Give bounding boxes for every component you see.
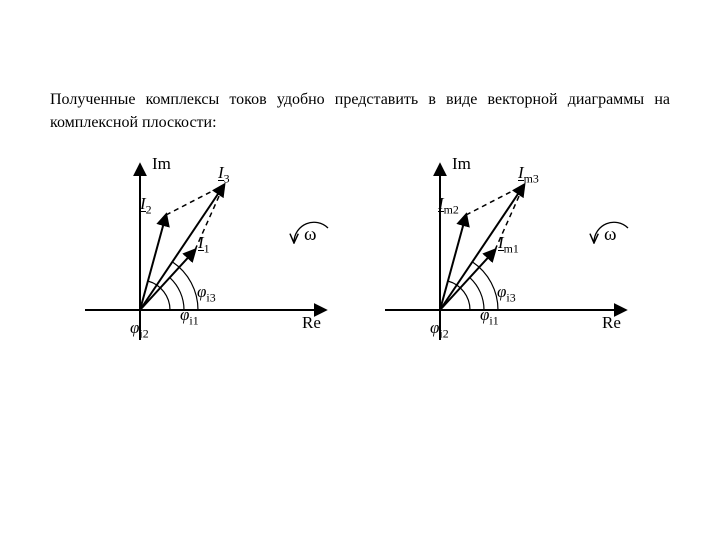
label-omega: ω xyxy=(604,224,617,246)
diagram-container: Im Re I1 I2 I3 φi1 φi2 φi3 ω xyxy=(80,150,680,370)
dashed-edge-b xyxy=(166,185,224,215)
label-im2: Im2 xyxy=(438,194,459,217)
label-i3: I3 xyxy=(218,163,230,186)
label-axis-re: Re xyxy=(602,313,621,333)
phasor-diagram-right: Im Re Im1 Im2 Im3 φi1 φi2 φi3 ω xyxy=(380,150,680,370)
label-omega: ω xyxy=(304,224,317,246)
label-phi-i3: φi3 xyxy=(197,282,216,305)
label-phi-i1: φi1 xyxy=(180,305,199,328)
label-phi-i1: φi1 xyxy=(480,305,499,328)
arc-phi-i2 xyxy=(448,281,470,310)
dashed-edge-b xyxy=(466,185,524,215)
label-phi-i2: φi2 xyxy=(130,318,149,341)
label-phi-i3: φi3 xyxy=(497,282,516,305)
label-phi-i2: φi2 xyxy=(430,318,449,341)
label-i1: I1 xyxy=(198,233,210,256)
arc-phi-i2 xyxy=(148,281,170,310)
label-axis-im: Im xyxy=(452,154,471,174)
phasor-diagram-left: Im Re I1 I2 I3 φi1 φi2 φi3 ω xyxy=(80,150,380,370)
label-im1: Im1 xyxy=(498,233,519,256)
label-axis-im: Im xyxy=(152,154,171,174)
heading-text: Полученные комплексы токов удобно предст… xyxy=(50,88,670,134)
label-axis-re: Re xyxy=(302,313,321,333)
phasor-svg-left xyxy=(80,150,380,370)
label-i2: I2 xyxy=(140,194,152,217)
label-im3: Im3 xyxy=(518,163,539,186)
